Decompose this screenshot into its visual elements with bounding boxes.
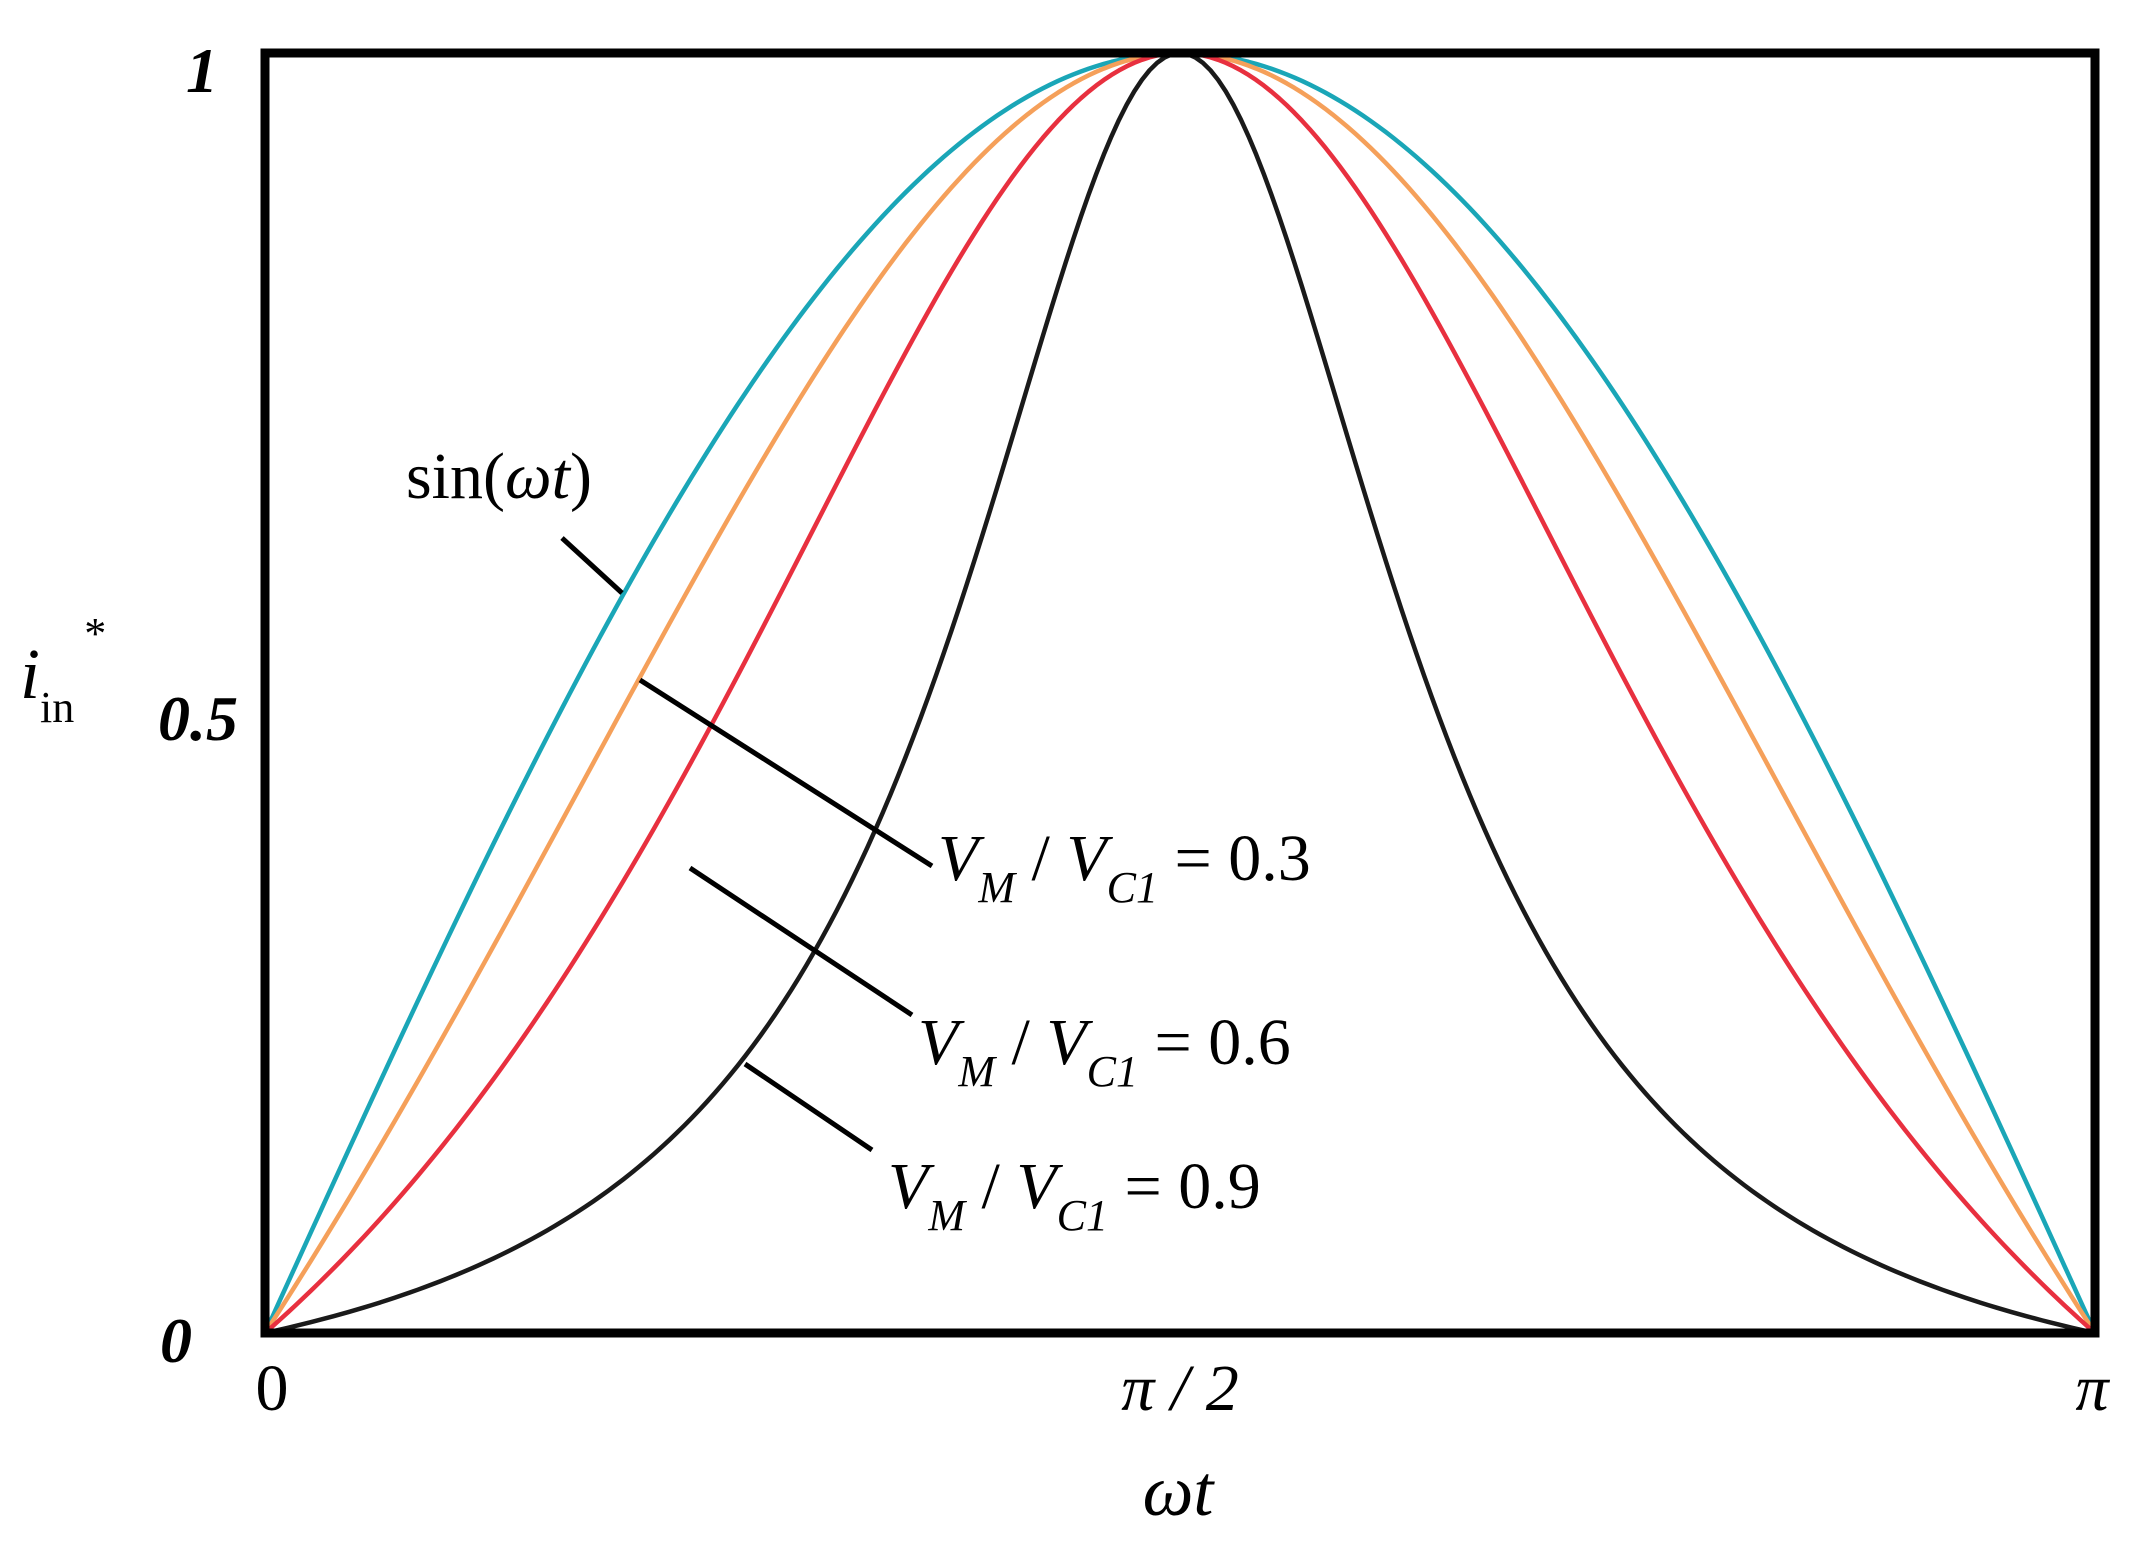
plot-frame — [260, 48, 2100, 1338]
y-axis-title-subscript: in — [40, 683, 74, 732]
annotation-0.9: VM / VC1 = 0.9 — [888, 1150, 1261, 1240]
y-tick-label-0: 0 — [160, 1305, 192, 1376]
annotation-0.3: VM / VC1 = 0.3 — [938, 822, 1311, 912]
x-tick-label-0: 0 — [256, 1352, 289, 1425]
annotation-leader-sin — [560, 536, 624, 595]
annotation-sin: sin(ωt) — [406, 440, 592, 513]
series-line-0 — [262, 50, 2098, 1334]
series-layer — [262, 50, 2098, 1336]
y-axis-title-superscript: * — [84, 609, 106, 658]
y-tick-label-0.5: 0.5 — [158, 683, 238, 754]
annotation-leader-0.9 — [743, 1061, 874, 1153]
annotation-0.6: VM / VC1 = 0.6 — [918, 1006, 1291, 1096]
series-line-1 — [263, 50, 2097, 1335]
x-axis-title: ωt — [1143, 1451, 1216, 1531]
x-tick-label-pi-half: π / 2 — [1121, 1352, 1238, 1425]
x-tick-label-pi: π — [2075, 1352, 2110, 1425]
svg-text:iin*: iin* — [20, 609, 106, 732]
y-axis-title-base: i — [20, 634, 40, 714]
annotation-leader-0.6 — [688, 865, 914, 1018]
y-tick-label-1: 1 — [186, 35, 218, 106]
series-line-3 — [264, 50, 2096, 1336]
y-axis-title: iin* — [20, 609, 106, 732]
series-line-2 — [263, 50, 2097, 1335]
annotation-leader-0.3 — [638, 677, 934, 869]
